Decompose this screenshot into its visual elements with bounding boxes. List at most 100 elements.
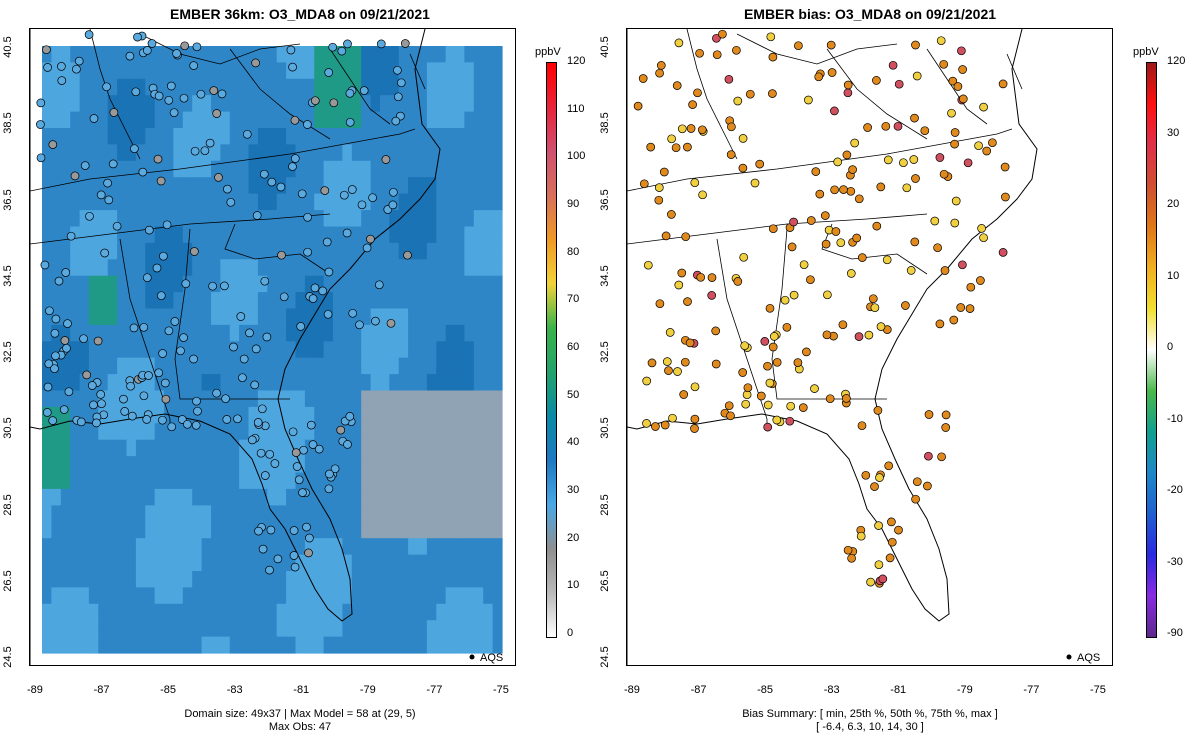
right-site-marker [910,113,919,123]
left-site-marker [288,62,297,72]
right-site-marker [876,182,886,192]
right-site-marker [857,253,867,262]
left-site-marker [393,65,402,75]
right-site-marker [789,290,799,300]
right-site-marker [950,218,960,228]
right-site-marker [806,216,816,225]
right-site-marker [695,48,704,58]
right-site-marker [659,167,669,177]
right-map-frame: AQS [626,28,1113,666]
left-legend-label: AQS [480,652,503,664]
right-site-marker [688,100,697,109]
right-site-marker [977,224,986,233]
left-site-marker [133,32,142,42]
right-colorbar [1146,62,1157,638]
left-site-marker [142,415,152,424]
right-site-marker [654,183,664,192]
left-site-marker [308,294,318,303]
model-grid [42,46,503,654]
right-site-marker [846,269,856,278]
left-site-marker [221,394,230,404]
left-y-tick-label: 28.5 [2,493,14,516]
left-site-marker [159,251,168,261]
right-site-marker [911,40,920,50]
left-colorbar-tick: 110 [567,102,585,115]
left-site-marker [74,56,84,66]
left-caption-line2: Max Obs: 47 [268,721,332,733]
left-site-marker [42,408,52,417]
right-site-marker [831,227,841,236]
left-site-marker [212,388,221,398]
right-site-marker [690,414,700,424]
right-site-marker [874,521,883,530]
left-site-marker [57,76,67,85]
left-site-marker [342,228,352,238]
left-site-marker [170,317,180,326]
left-colorbar-tick: 60 [567,341,580,353]
right-site-marker [654,195,664,205]
right-site-marker [906,266,916,275]
right-site-marker [870,482,879,491]
right-site-marker [1000,162,1010,172]
right-panel-title: EMBER bias: O3_MDA8 on 09/21/2021 [743,6,997,22]
left-site-marker [265,565,274,575]
right-site-marker [966,282,976,292]
right-site-marker [738,134,748,143]
left-site-marker [236,312,246,321]
right-site-marker [815,189,825,199]
left-site-marker [276,182,286,192]
right-x-tick-label: -79 [956,684,973,696]
left-y-tick-label: 34.5 [2,265,14,287]
left-site-marker [297,189,307,199]
left-site-marker [325,469,334,479]
left-site-marker [176,346,185,356]
right-site-marker [660,420,670,430]
right-site-marker [755,159,765,169]
left-site-marker [43,63,52,72]
left-y-tick-label: 38.5 [2,112,14,134]
right-site-marker [763,400,773,410]
right-site-marker [726,411,735,421]
right-site-marker [872,76,881,85]
left-site-marker [389,187,398,197]
left-site-marker [120,407,130,416]
right-site-marker [806,275,815,285]
right-colorbar-tick: -90 [1167,627,1183,639]
left-site-marker [61,268,71,277]
right-site-marker [965,304,975,313]
left-site-marker [339,190,349,200]
right-site-marker [683,142,692,152]
left-site-marker [87,381,97,390]
right-site-marker [842,150,852,160]
right-site-marker [651,422,660,431]
right-site-marker [733,96,743,106]
right-site-marker [712,50,722,60]
left-site-marker [139,391,149,401]
left-site-marker [403,250,412,260]
left-site-marker [158,349,167,358]
left-site-marker [119,394,128,404]
right-site-marker [741,399,751,409]
right-site-marker [826,40,836,50]
right-site-marker [662,357,672,366]
right-site-marker [864,330,874,340]
right-sites [633,29,1010,588]
left-site-marker [368,193,377,203]
right-site-marker [683,297,692,306]
right-site-marker [667,134,676,144]
left-site-marker [238,373,247,383]
left-site-marker [214,173,223,182]
right-site-marker [852,233,862,243]
left-colorbar-tick: 50 [567,388,580,401]
right-site-marker [726,150,736,159]
right-site-marker [1001,192,1010,202]
left-site-marker [253,418,263,427]
left-x-tick-label: -85 [160,684,177,696]
left-site-marker [158,415,167,425]
right-site-marker [948,76,958,86]
left-site-marker [279,292,289,302]
left-site-marker [388,200,398,210]
left-panel-title: EMBER 36km: O3_MDA8 on 09/21/2021 [170,6,430,22]
left-site-marker [127,411,137,421]
left-site-marker [400,39,410,48]
